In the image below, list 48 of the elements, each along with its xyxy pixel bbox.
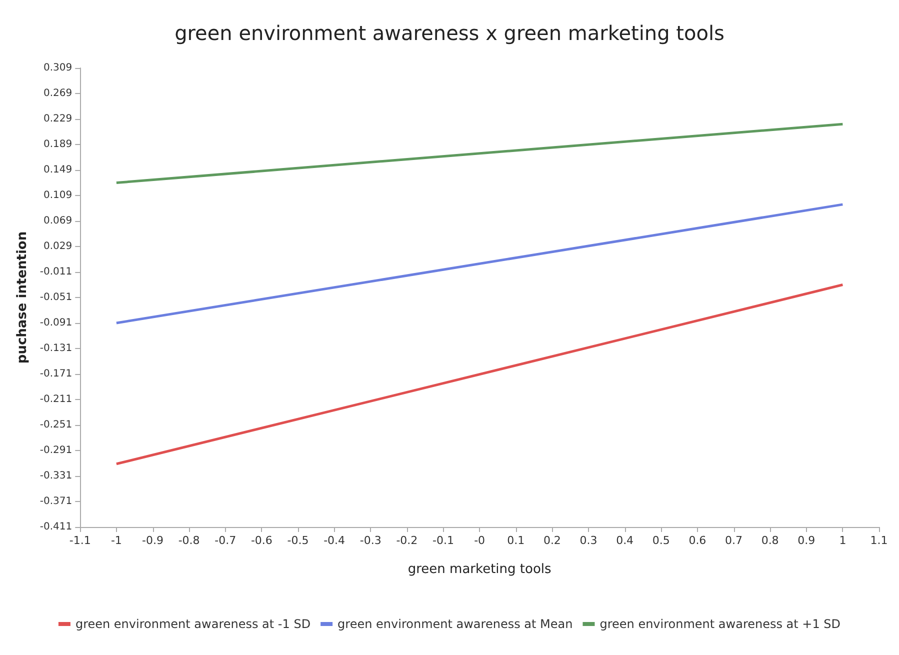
- x-tick-label: 0.6: [688, 534, 706, 547]
- x-tick-label: -0.5: [287, 534, 309, 547]
- y-tick-label: 0.029: [43, 241, 72, 252]
- y-tick-label: -0.091: [40, 318, 72, 328]
- x-tick-label: 0.4: [616, 534, 634, 547]
- chart-title: green environment awareness x green marketing tools: [174, 21, 724, 45]
- y-tick-label: -0.011: [40, 266, 72, 278]
- x-tick-label: -0.3: [360, 534, 382, 547]
- x-tick-label: 0.3: [580, 534, 598, 547]
- x-tick-label: 0.5: [652, 534, 670, 547]
- x-tick-label: -0.4: [324, 534, 346, 547]
- y-axis-title: puchase intention: [15, 231, 30, 364]
- x-tick-label: -0.6: [250, 534, 272, 547]
- x-tick-label: -1: [110, 534, 122, 547]
- y-tick-label: 0.149: [43, 164, 72, 176]
- y-tick-label: -0.371: [40, 496, 72, 507]
- y-tick-label: -0.211: [40, 394, 72, 405]
- legend-label: green environment awareness at Mean: [338, 617, 573, 631]
- x-tick-label: -0.9: [142, 534, 164, 547]
- x-tick-label: -0.8: [178, 534, 200, 547]
- x-tick-label: 1: [839, 534, 846, 547]
- y-tick-label: -0.291: [40, 445, 72, 456]
- legend-label: green environment awareness at +1 SD: [600, 617, 841, 631]
- y-tick-label: -0.051: [40, 292, 72, 303]
- x-tick-label: 0.7: [725, 534, 742, 547]
- x-tick-label: 0.9: [798, 534, 816, 547]
- y-tick-label: -0.131: [40, 343, 72, 354]
- y-tick-label: 0.309: [43, 62, 72, 74]
- y-tick-label: 0.269: [43, 88, 72, 99]
- y-tick-label: -0.411: [40, 522, 72, 532]
- x-tick-label: -0.2: [396, 534, 418, 547]
- y-tick-label: 0.229: [43, 114, 72, 124]
- x-tick-label: 0.8: [761, 534, 779, 547]
- y-tick-label: 0.069: [43, 216, 72, 226]
- x-tick-label: -0.7: [214, 534, 236, 547]
- x-tick-label: 0.1: [507, 534, 525, 547]
- x-tick-label: -1.1: [69, 534, 91, 547]
- x-axis-title: green marketing tools: [408, 562, 552, 577]
- y-tick-label: -0.251: [40, 420, 72, 430]
- y-tick-label: 0.189: [43, 139, 72, 150]
- x-tick-label: 1.1: [870, 534, 888, 547]
- y-tick-label: -0.331: [40, 470, 72, 482]
- y-tick-label: 0.109: [43, 190, 72, 201]
- x-tick-label: 0.2: [543, 534, 561, 547]
- x-tick-label: -0.1: [432, 534, 454, 547]
- legend-label: green environment awareness at -1 SD: [75, 617, 311, 631]
- y-tick-label: -0.171: [40, 368, 72, 380]
- x-tick-label: -0: [474, 534, 486, 547]
